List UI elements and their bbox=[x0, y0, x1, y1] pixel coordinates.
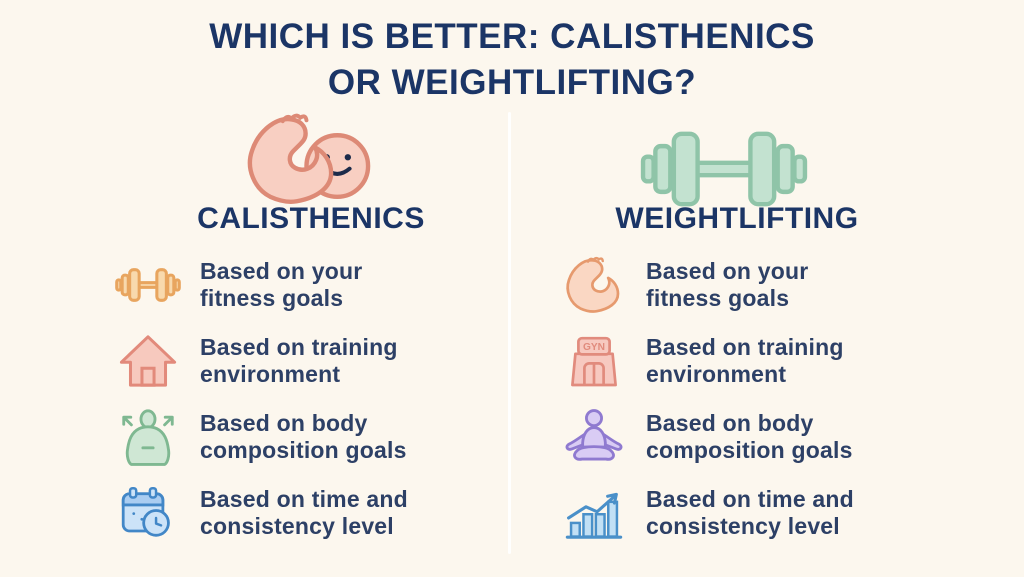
list-item: Based on time and consistency level bbox=[560, 483, 920, 543]
column-title-weightlifting: WEIGHTLIFTING bbox=[615, 202, 859, 235]
list-item: Based on body composition goals bbox=[560, 407, 920, 467]
gym-sign-text: GYN bbox=[583, 342, 605, 353]
item-label: Based on body composition goals bbox=[646, 410, 853, 463]
gym-building-icon: GYN bbox=[560, 331, 628, 391]
dumbbell-icon bbox=[636, 124, 812, 219]
list-item: Based on training environment bbox=[114, 331, 474, 391]
house-icon bbox=[114, 331, 182, 391]
column-divider bbox=[508, 112, 511, 554]
item-label: Based on your fitness goals bbox=[646, 258, 809, 311]
calendar-clock-icon bbox=[114, 483, 182, 543]
meditation-icon bbox=[560, 407, 628, 467]
list-item: Based on your fitness goals bbox=[114, 255, 474, 315]
item-label: Based on training environment bbox=[200, 334, 398, 387]
bar-chart-icon bbox=[560, 483, 628, 543]
dumbbell-small-icon bbox=[114, 255, 182, 315]
list-item: Based on body composition goals bbox=[114, 407, 474, 467]
weightlifting-item-list: Based on your fitness goals GYN Based on… bbox=[560, 255, 920, 559]
item-label: Based on your fitness goals bbox=[200, 258, 363, 311]
title-line-2: OR WEIGHTLIFTING? bbox=[327, 63, 697, 102]
bicep-smiley-icon bbox=[244, 110, 376, 213]
list-item: GYN Based on training environment bbox=[560, 331, 920, 391]
item-label: Based on time and consistency level bbox=[200, 486, 408, 539]
body-expand-icon bbox=[114, 407, 182, 467]
title-line-1: WHICH IS BETTER: CALISTHENICS bbox=[209, 17, 815, 56]
page-title: WHICH IS BETTER: CALISTHENICS OR WEIGHTL… bbox=[0, 14, 1024, 106]
item-label: Based on time and consistency level bbox=[646, 486, 854, 539]
list-item: Based on time and consistency level bbox=[114, 483, 474, 543]
item-label: Based on body composition goals bbox=[200, 410, 407, 463]
calisthenics-item-list: Based on your fitness goals Based on tra… bbox=[114, 255, 474, 559]
column-title-calisthenics: CALISTHENICS bbox=[197, 202, 425, 235]
list-item: Based on your fitness goals bbox=[560, 255, 920, 315]
item-label: Based on training environment bbox=[646, 334, 844, 387]
bicep-icon bbox=[560, 255, 628, 315]
